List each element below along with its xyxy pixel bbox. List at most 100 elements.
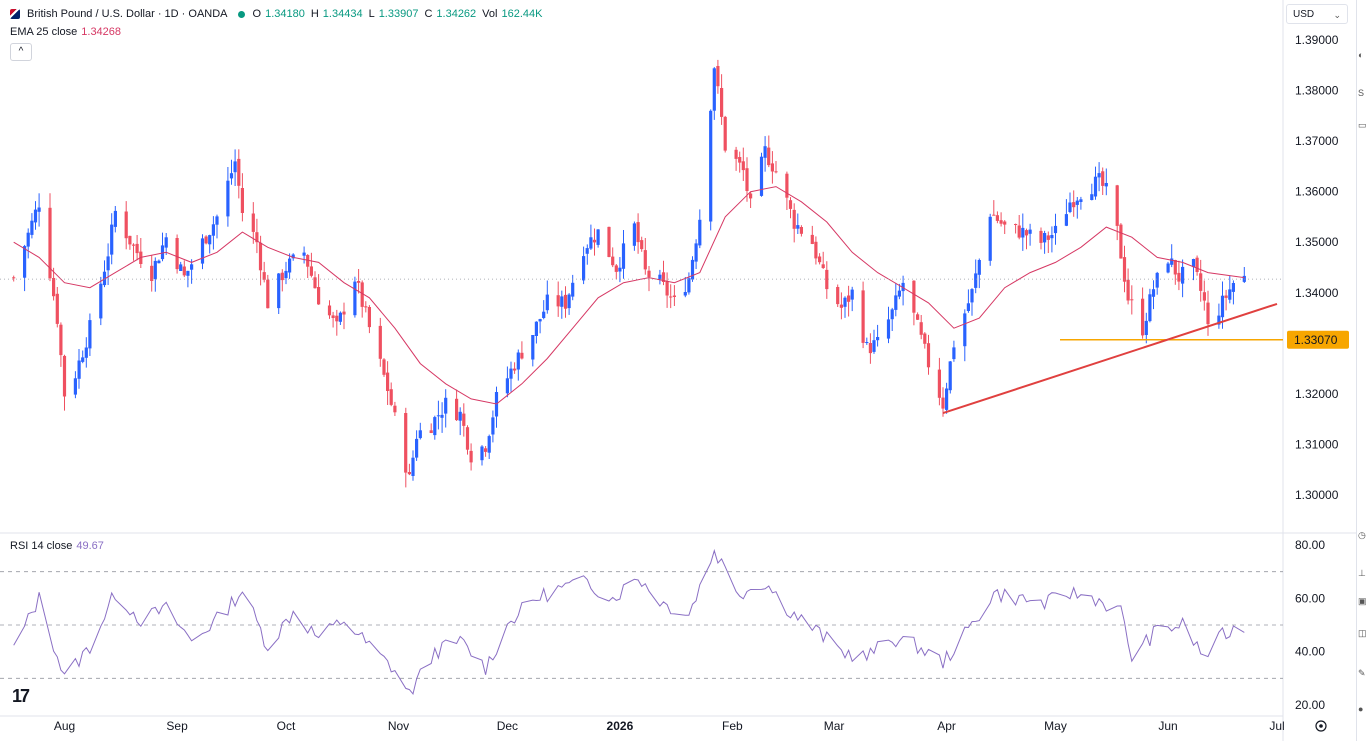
candle-body[interactable] <box>1119 224 1123 259</box>
candle-body[interactable] <box>694 243 698 262</box>
candle-body[interactable] <box>440 414 444 418</box>
candle-body[interactable] <box>607 226 611 257</box>
candle-body[interactable] <box>611 256 615 266</box>
candle-body[interactable] <box>970 289 974 303</box>
candle-body[interactable] <box>1043 233 1047 243</box>
candle-body[interactable] <box>745 168 749 191</box>
candle-body[interactable] <box>1202 292 1206 301</box>
candle-body[interactable] <box>563 294 568 309</box>
candle-body[interactable] <box>444 397 448 414</box>
candle-body[interactable] <box>948 361 952 391</box>
candle-body[interactable] <box>636 222 640 243</box>
candle-body[interactable] <box>59 324 63 356</box>
candle-body[interactable] <box>963 313 967 347</box>
candle-body[interactable] <box>150 265 154 281</box>
candle-body[interactable] <box>131 244 136 246</box>
candle-body[interactable] <box>102 271 107 286</box>
candle-body[interactable] <box>952 347 956 360</box>
candle-body[interactable] <box>658 274 662 280</box>
candle-body[interactable] <box>327 305 332 316</box>
candle-body[interactable] <box>865 342 869 343</box>
candle-body[interactable] <box>738 157 742 163</box>
candle-body[interactable] <box>1141 298 1145 336</box>
candle-body[interactable] <box>1024 230 1029 236</box>
candle-body[interactable] <box>157 260 161 264</box>
tradingview-logo[interactable]: 17 <box>12 686 30 706</box>
candle-body[interactable] <box>1199 273 1203 291</box>
candle-body[interactable] <box>977 260 981 275</box>
candle-body[interactable] <box>672 295 676 298</box>
candle-body[interactable] <box>1021 227 1025 238</box>
price-pane[interactable] <box>0 59 1283 488</box>
symbol-title[interactable]: British Pound / U.S. Dollar · 1D · OANDA <box>27 8 228 20</box>
candle-body[interactable] <box>1075 200 1079 205</box>
toolbar-icon[interactable]: ● <box>1358 704 1364 714</box>
candle-body[interactable] <box>709 110 713 222</box>
candle-body[interactable] <box>839 304 843 308</box>
candle-body[interactable] <box>886 319 891 339</box>
candle-body[interactable] <box>690 259 695 280</box>
candle-body[interactable] <box>716 66 720 87</box>
candle-body[interactable] <box>749 193 753 199</box>
candle-body[interactable] <box>890 309 894 320</box>
candle-body[interactable] <box>1181 266 1185 284</box>
candle-body[interactable] <box>665 280 669 296</box>
candle-body[interactable] <box>1090 194 1094 200</box>
candle-body[interactable] <box>861 290 865 343</box>
rsi-legend[interactable]: RSI 14 close 49.67 <box>10 540 106 552</box>
candle-body[interactable] <box>941 397 945 409</box>
candle-body[interactable] <box>516 352 520 370</box>
candle-body[interactable] <box>186 270 190 276</box>
rsi-line[interactable] <box>13 548 1245 695</box>
candle-body[interactable] <box>988 216 992 261</box>
candle-body[interactable] <box>164 237 168 248</box>
candle-body[interactable] <box>589 237 593 249</box>
candle-body[interactable] <box>1046 235 1050 240</box>
candle-body[interactable] <box>868 343 872 354</box>
candle-body[interactable] <box>669 296 673 298</box>
candle-body[interactable] <box>353 281 357 316</box>
gear-icon[interactable] <box>1315 720 1327 732</box>
toolbar-icon[interactable]: ▭ <box>1358 120 1366 130</box>
candle-body[interactable] <box>785 173 789 198</box>
candle-body[interactable] <box>966 303 970 311</box>
candle-body[interactable] <box>160 245 165 260</box>
candle-body[interactable] <box>788 200 793 209</box>
candle-body[interactable] <box>429 430 433 433</box>
candle-body[interactable] <box>389 389 393 405</box>
candle-body[interactable] <box>912 280 916 313</box>
candle-body[interactable] <box>621 243 626 269</box>
candle-body[interactable] <box>211 224 215 236</box>
candle-body[interactable] <box>30 220 34 235</box>
candle-body[interactable] <box>357 281 361 283</box>
candle-body[interactable] <box>545 294 549 311</box>
candle-body[interactable] <box>1170 258 1174 265</box>
candle-body[interactable] <box>284 270 288 279</box>
candle-body[interactable] <box>484 448 488 452</box>
candle-body[interactable] <box>411 457 415 476</box>
candle-body[interactable] <box>1155 272 1159 288</box>
candle-body[interactable] <box>1220 295 1225 318</box>
candle-body[interactable] <box>233 161 237 173</box>
candle-body[interactable] <box>720 88 724 117</box>
candle-body[interactable] <box>84 347 88 358</box>
candle-body[interactable] <box>741 161 745 171</box>
candle-body[interactable] <box>313 277 317 289</box>
candle-body[interactable] <box>124 211 128 239</box>
candle-body[interactable] <box>1130 299 1134 301</box>
candle-body[interactable] <box>302 252 306 256</box>
candle-body[interactable] <box>1228 289 1232 300</box>
candle-body[interactable] <box>418 430 422 439</box>
candle-body[interactable] <box>113 210 117 227</box>
candle-body[interactable] <box>1224 295 1228 298</box>
candle-body[interactable] <box>520 352 524 359</box>
candle-body[interactable] <box>847 295 851 302</box>
candle-body[interactable] <box>567 294 571 309</box>
candle-body[interactable] <box>1053 225 1058 234</box>
trendline[interactable] <box>942 302 1278 415</box>
candle-body[interactable] <box>560 296 564 307</box>
candle-body[interactable] <box>901 282 905 292</box>
candle-body[interactable] <box>923 333 927 344</box>
candle-body[interactable] <box>723 116 727 151</box>
candle-body[interactable] <box>251 213 255 232</box>
